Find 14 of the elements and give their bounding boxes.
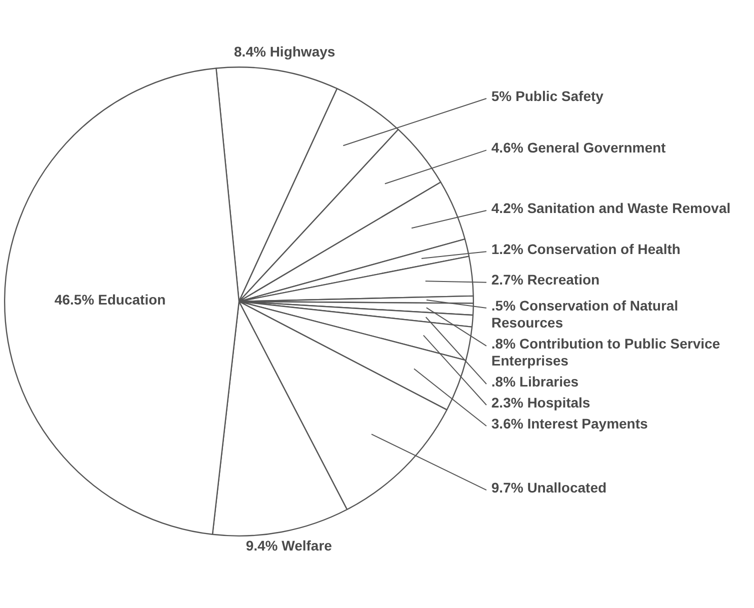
slice-label: 1.2% Conservation of Health [491,240,680,257]
slice-label: 5% Public Safety [491,88,604,104]
slice-label: 8.4% Highways [234,43,336,60]
slice-label: 3.6% Interest Payments [491,415,648,432]
slice-label: 2.3% Hospitals [491,394,590,410]
slice-label: 9.7% Unallocated [491,479,607,496]
slice-label: .5% Conservation of Natural Resources [491,297,678,330]
slice-label: 4.2% Sanitation and Waste Removal [491,200,731,216]
slice-label: 2.7% Recreation [491,272,600,288]
slice-label: .8% Contribution to Public Service Enterprises [491,335,720,368]
slice-label: 9.4% Welfare [246,538,332,554]
slice-label: .8% Libraries [491,373,579,390]
slice-label: 46.5% Education [54,291,166,308]
slice-label: 4.6% General Government [491,140,666,156]
